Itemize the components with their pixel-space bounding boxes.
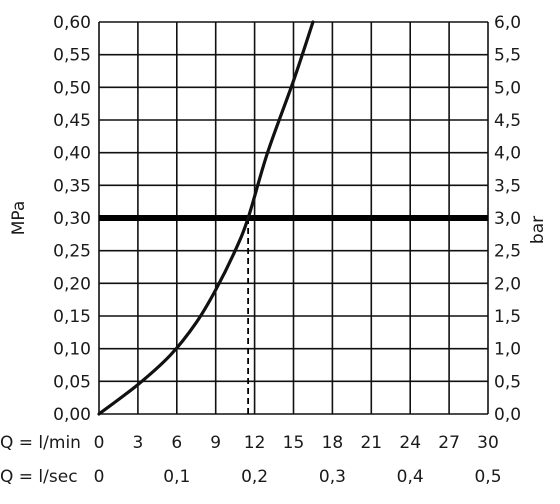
mpa-tick-label: 0,10: [53, 340, 91, 360]
lmin-tick-label: 6: [171, 433, 182, 453]
bar-tick-label: 1,0: [494, 340, 521, 360]
mpa-axis-label: MPa: [9, 201, 29, 236]
lmin-tick-label: 18: [322, 433, 344, 453]
mpa-tick-label: 0,35: [53, 176, 91, 196]
mpa-tick-label: 0,05: [53, 372, 91, 392]
lsec-tick-label: 0,4: [397, 467, 424, 487]
lmin-tick-label: 27: [438, 433, 460, 453]
bar-tick-label: 2,0: [494, 274, 521, 294]
lmin-tick-label: 12: [244, 433, 266, 453]
lsec-axis-label: Q = l/sec: [0, 467, 78, 487]
bar-tick-label: 6,0: [494, 13, 521, 33]
bar-tick-label: 3,0: [494, 209, 521, 229]
mpa-tick-label: 0,20: [53, 274, 91, 294]
lmin-tick-label: 24: [399, 433, 421, 453]
bar-tick-label: 0,5: [494, 372, 521, 392]
lmin-tick-label: 15: [283, 433, 305, 453]
mpa-tick-label: 0,30: [53, 209, 91, 229]
bar-tick-label: 3,5: [494, 176, 521, 196]
bar-tick-label: 5,0: [494, 78, 521, 98]
lsec-tick-label: 0,5: [474, 467, 501, 487]
bar-tick-label: 4,5: [494, 111, 521, 131]
mpa-tick-label: 0,40: [53, 144, 91, 164]
mpa-tick-label: 0,50: [53, 78, 91, 98]
lsec-tick-label: 0,3: [319, 467, 346, 487]
lsec-tick-label: 0,2: [241, 467, 268, 487]
mpa-tick-label: 0,15: [53, 307, 91, 327]
bar-tick-label: 2,5: [494, 242, 521, 262]
bar-tick-label: 0,0: [494, 405, 521, 425]
flow-pressure-curve: [97, 20, 315, 416]
lmin-tick-label: 0: [94, 433, 105, 453]
mpa-tick-label: 0,55: [53, 46, 91, 66]
mpa-tick-label: 0,25: [53, 242, 91, 262]
lmin-tick-label: 9: [210, 433, 221, 453]
mpa-tick-label: 0,00: [53, 405, 91, 425]
bar-tick-label: 5,5: [494, 46, 521, 66]
lmin-axis-label: Q = l/min: [0, 433, 81, 453]
lmin-tick-label: 21: [360, 433, 382, 453]
mpa-tick-label: 0,60: [53, 13, 91, 33]
mpa-tick-label: 0,45: [53, 111, 91, 131]
bar-axis-label: bar: [528, 216, 548, 244]
lmin-tick-label: 30: [477, 433, 499, 453]
lmin-tick-label: 3: [132, 433, 143, 453]
bar-tick-label: 4,0: [494, 144, 521, 164]
lsec-tick-label: 0,1: [163, 467, 190, 487]
bar-tick-label: 1,5: [494, 307, 521, 327]
lsec-tick-label: 0: [94, 467, 105, 487]
